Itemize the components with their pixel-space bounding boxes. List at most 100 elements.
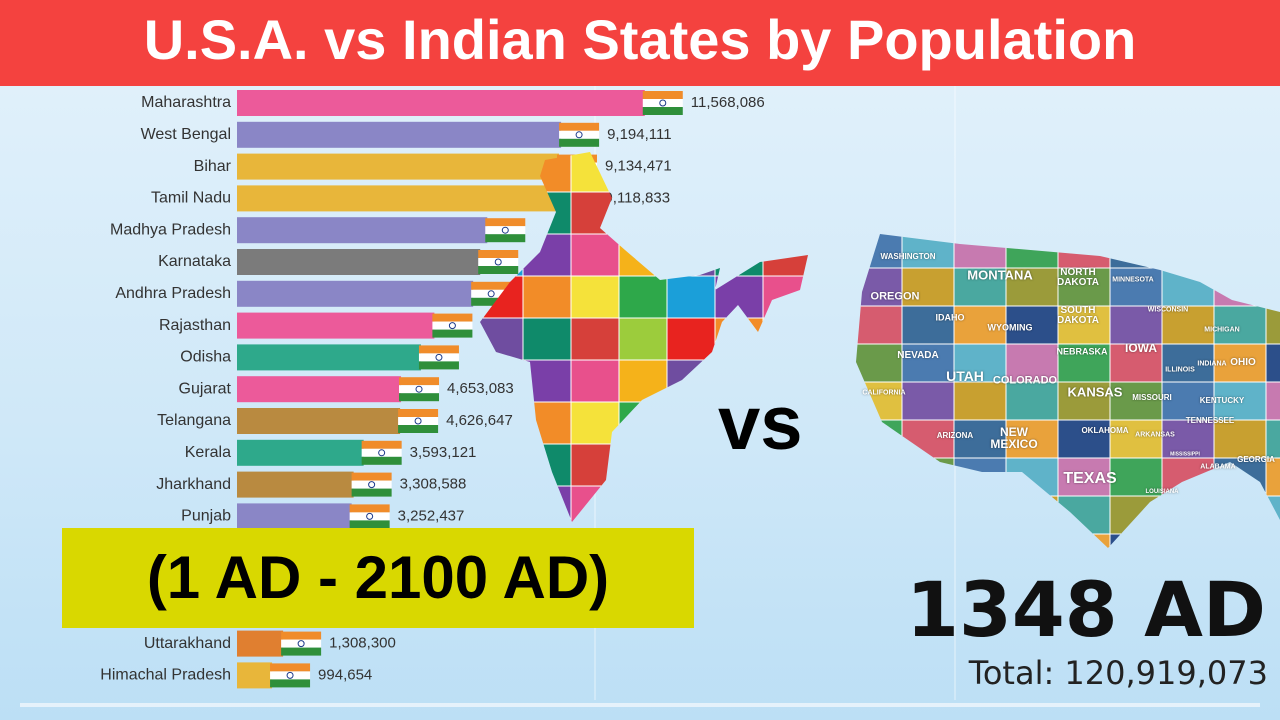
map-region xyxy=(856,457,903,497)
map-label: NEBRASKA xyxy=(1056,346,1108,357)
map-region xyxy=(1161,419,1215,459)
map-label: WISCONSIN xyxy=(1147,306,1189,314)
category-label: Gujarat xyxy=(179,380,232,397)
flag xyxy=(398,425,439,433)
map-label: IDAHO xyxy=(935,312,965,323)
map-label: UTAH xyxy=(946,368,984,384)
map-region xyxy=(1057,495,1111,535)
value-label: 9,134,471 xyxy=(605,158,672,175)
map-region xyxy=(1213,305,1267,345)
flag xyxy=(642,107,683,115)
map-region xyxy=(714,317,764,361)
map-label: TEXAS xyxy=(1063,470,1117,487)
map-region xyxy=(1265,533,1280,548)
map-label: MISSOURI xyxy=(1132,393,1172,402)
map-region xyxy=(901,234,955,269)
map-label: NEW MEXICO xyxy=(990,425,1038,451)
map-region xyxy=(1005,457,1059,497)
flag xyxy=(281,631,322,640)
map-region xyxy=(953,457,1007,497)
map-label: ARIZONA xyxy=(936,431,974,440)
map-region xyxy=(666,401,716,445)
flag xyxy=(485,234,526,243)
map-label: WYOMING xyxy=(987,322,1033,333)
map-region xyxy=(480,317,524,361)
map-region xyxy=(1161,381,1215,421)
flag xyxy=(349,504,390,513)
map-region xyxy=(570,359,620,403)
year-label: 1348 AD xyxy=(906,565,1266,654)
map-region xyxy=(618,401,668,445)
map-label: NORTH DAKOTA xyxy=(1056,267,1100,288)
map-region xyxy=(763,528,811,570)
flag xyxy=(398,409,439,417)
map-region xyxy=(762,191,808,235)
map-region xyxy=(522,485,572,522)
flag xyxy=(642,91,683,99)
bar xyxy=(237,408,401,434)
map-region xyxy=(714,485,764,522)
map-region xyxy=(1057,457,1111,497)
total-label: Total: 120,919,073 xyxy=(968,654,1268,692)
map-region xyxy=(953,419,1007,459)
map-region xyxy=(856,381,903,421)
category-label: Bihar xyxy=(194,158,232,175)
map-region xyxy=(811,150,859,192)
map-label: COLORADO xyxy=(992,374,1058,387)
map-region xyxy=(953,267,1007,307)
map-region xyxy=(762,317,808,361)
map-region xyxy=(1057,305,1111,345)
category-label: Tamil Nadu xyxy=(151,190,231,207)
map-region xyxy=(522,443,572,487)
flag xyxy=(432,329,473,338)
bar xyxy=(237,344,421,371)
map-region xyxy=(618,275,668,319)
map-region xyxy=(666,233,716,277)
bar xyxy=(237,280,474,307)
flag xyxy=(286,671,294,679)
map-region xyxy=(480,485,524,522)
category-label: Uttarakhand xyxy=(144,635,231,652)
map-region xyxy=(811,486,859,528)
map-region xyxy=(1109,495,1163,535)
flag xyxy=(361,456,402,465)
flag xyxy=(361,440,402,449)
map-region xyxy=(1005,305,1059,345)
map-region xyxy=(522,359,572,403)
map-label: ALABAMA xyxy=(1200,463,1236,471)
map-region xyxy=(856,419,903,459)
category-label: Madhya Pradesh xyxy=(110,221,231,238)
category-label: Telangana xyxy=(157,412,231,429)
map-region xyxy=(1161,234,1215,269)
map-region xyxy=(856,495,903,535)
map-label: ARKANSAS xyxy=(1135,431,1175,439)
map-region xyxy=(570,401,620,445)
period-label: (1 AD - 2100 AD) xyxy=(62,528,694,628)
map-region xyxy=(811,276,859,318)
value-label: 1,308,300 xyxy=(329,635,396,652)
map-region xyxy=(714,275,764,319)
map-region xyxy=(522,401,572,445)
flag xyxy=(415,385,423,393)
map-region xyxy=(618,317,668,361)
map-region xyxy=(1161,495,1215,535)
map-region xyxy=(1109,381,1163,421)
map-region xyxy=(1161,267,1215,307)
flag xyxy=(399,377,440,386)
category-label: Rajasthan xyxy=(159,317,231,334)
map-region xyxy=(901,495,955,535)
flag xyxy=(414,417,422,425)
map-region xyxy=(714,191,764,235)
flag xyxy=(432,313,473,322)
map-label: ILLINOIS xyxy=(1165,366,1195,374)
flag xyxy=(448,322,456,330)
map-label: OREGON xyxy=(870,290,920,303)
map-region xyxy=(811,360,859,402)
map-region xyxy=(570,233,620,277)
map-region xyxy=(1213,234,1267,269)
bar xyxy=(237,662,273,689)
map-region xyxy=(901,381,955,421)
map-region xyxy=(1213,495,1267,535)
flag xyxy=(501,226,509,234)
map-region xyxy=(1213,267,1267,307)
